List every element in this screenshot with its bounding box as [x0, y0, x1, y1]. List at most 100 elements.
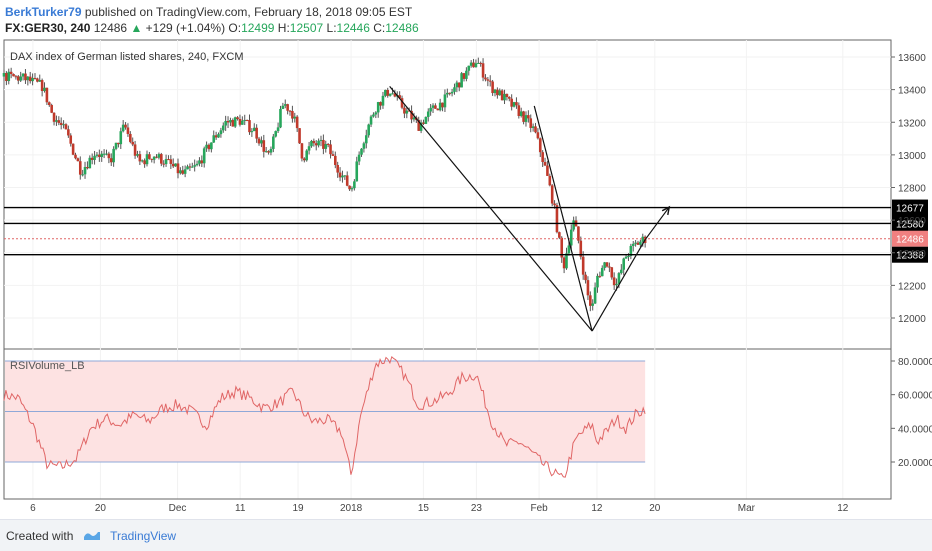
y-tick-label: 12400 [898, 249, 926, 260]
candle-body [12, 74, 15, 77]
rsi-tick-label: 80.0000 [898, 357, 932, 368]
candle-body [446, 92, 449, 95]
candle-body [14, 76, 18, 78]
low-value: 12446 [336, 21, 370, 35]
candle-body [364, 135, 368, 144]
tradingview-link[interactable]: TradingView [110, 529, 177, 543]
candle-body [264, 151, 268, 153]
candle-body [164, 159, 168, 165]
candle-body [298, 128, 301, 144]
candle-body [119, 131, 123, 145]
candle-body [226, 120, 230, 123]
candle-body [98, 154, 101, 157]
candle-body [162, 163, 165, 165]
candle-body [457, 82, 461, 88]
candle-body [355, 161, 359, 182]
candle-body [391, 93, 394, 95]
candle-body [152, 156, 156, 160]
candle-body [417, 119, 421, 131]
candle-body [529, 118, 533, 128]
candle-body [105, 153, 108, 155]
candle-body [620, 269, 623, 274]
candle-body [362, 143, 366, 149]
candle-body [562, 257, 566, 269]
candle-body [193, 165, 196, 167]
candle-body [307, 146, 311, 151]
candle-body [331, 154, 335, 156]
candle-body [229, 120, 232, 123]
candle-body [45, 87, 49, 103]
tradingview-logo-icon[interactable] [83, 529, 101, 544]
open-value: 12499 [241, 21, 275, 35]
candle-body [179, 170, 182, 174]
candle-body [140, 160, 144, 162]
close-value: 12486 [385, 21, 419, 35]
rsi-pane [3, 356, 646, 478]
candle-body [639, 241, 642, 245]
y-tick-label: 12800 [898, 184, 926, 195]
candle-body [584, 274, 587, 281]
y-tick-label: 13200 [898, 118, 926, 129]
price-level-badge [892, 230, 928, 247]
candle-body [107, 153, 111, 159]
candle-body [269, 148, 273, 153]
candle-body [231, 120, 235, 127]
candle-body [117, 142, 120, 145]
candle-body [52, 112, 56, 122]
candle-body [50, 105, 53, 113]
candle-body [126, 127, 130, 134]
candle-body [608, 266, 611, 268]
candle-body [434, 105, 437, 109]
candle-body [522, 111, 525, 122]
candle-body [133, 144, 137, 156]
candle-body [488, 80, 492, 82]
candles-layer [2, 57, 647, 312]
candle-body [581, 256, 585, 275]
candle-body [636, 242, 640, 245]
candle-body [276, 127, 280, 132]
candle-body [300, 143, 304, 159]
candle-body [155, 156, 158, 158]
candle-body [217, 134, 220, 138]
candle-body [422, 122, 425, 124]
candle-body [219, 130, 223, 135]
candle-body [167, 159, 170, 161]
candle-body [74, 154, 77, 159]
y-tick-label: 13600 [898, 53, 926, 64]
ohlc-legend: FX:GER30, 240 12486 ▲ +129 (+1.04%) O:12… [5, 21, 419, 35]
candle-body [245, 119, 249, 121]
candle-body [295, 116, 299, 129]
low-label: L: [326, 21, 337, 35]
candle-body [195, 163, 199, 166]
candle-body [481, 63, 485, 78]
candle-body [436, 108, 440, 111]
author-link[interactable]: BerkTurker79 [5, 5, 82, 19]
candle-body [510, 98, 513, 107]
chart-area[interactable]: 12677 12580 12486 12388 6 20 Dec 11 19 2018 15 23 F… [0, 38, 932, 520]
candle-body [64, 124, 68, 130]
price-levels-layer: 12677 12580 12486 12388 [4, 199, 928, 263]
candle-body [479, 62, 482, 64]
candle-body [517, 105, 521, 116]
candle-body [145, 154, 149, 165]
price-level-label: 12486 [896, 235, 924, 246]
candle-body [31, 77, 34, 82]
candle-body [124, 124, 127, 128]
candle-body [212, 135, 216, 143]
x-tick-label: 11 [235, 503, 246, 514]
candle-body [431, 105, 435, 108]
main-chart-title: DAX index of German listed shares, 240, … [10, 51, 244, 63]
candle-body [83, 167, 87, 175]
candle-body [343, 175, 347, 177]
price-level-label: 12677 [896, 204, 924, 215]
candle-body [453, 87, 456, 92]
candle-body [267, 151, 270, 153]
candle-body [109, 158, 113, 163]
candle-body [281, 105, 285, 109]
candle-body [238, 119, 242, 125]
candle-body [548, 175, 552, 186]
candle-body [143, 160, 146, 165]
y-tick-label: 12200 [898, 281, 926, 292]
footer-credit: Created with TradingView [6, 529, 176, 544]
candle-body [257, 138, 261, 144]
